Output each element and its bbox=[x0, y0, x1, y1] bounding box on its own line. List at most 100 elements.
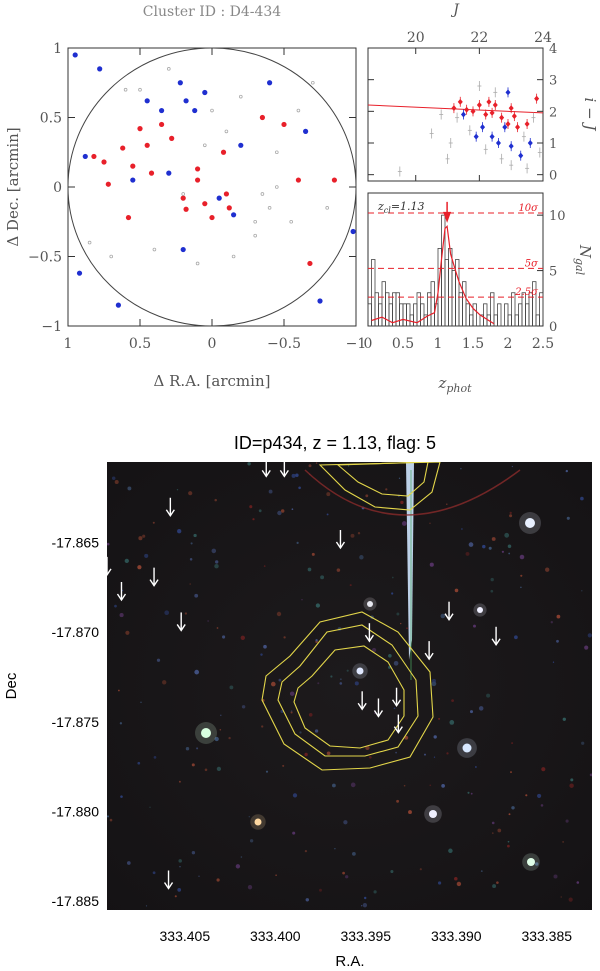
background-source bbox=[258, 509, 262, 513]
image-ylabel: Dec bbox=[3, 672, 20, 699]
background-source bbox=[438, 881, 442, 885]
background-source bbox=[298, 486, 301, 490]
background-source bbox=[241, 705, 246, 709]
background-source bbox=[220, 714, 222, 717]
background-source bbox=[296, 541, 299, 545]
sky-map-xlabel: Δ R.A. [arcmin] bbox=[154, 372, 271, 390]
member-galaxy-arrow bbox=[424, 641, 434, 661]
background-source bbox=[511, 742, 514, 745]
sky-galaxy-point bbox=[82, 153, 88, 160]
background-source bbox=[114, 604, 117, 608]
background-source bbox=[188, 491, 193, 496]
sky-galaxy-point bbox=[310, 80, 315, 85]
cmd-galaxy-point bbox=[483, 109, 489, 120]
background-source bbox=[560, 896, 562, 898]
sky-galaxy-point bbox=[296, 108, 301, 113]
cmd-y-tick-label: 1 bbox=[549, 137, 557, 152]
background-source bbox=[249, 505, 253, 509]
sky-map-frame bbox=[67, 47, 357, 327]
histogram-bar bbox=[374, 292, 379, 327]
background-source bbox=[308, 712, 313, 717]
background-source bbox=[177, 888, 182, 892]
sky-galaxy-point bbox=[223, 191, 229, 197]
background-source bbox=[433, 735, 437, 739]
sky-galaxy-point bbox=[224, 129, 229, 134]
cmd-x-tick-label: 22 bbox=[470, 30, 488, 46]
histogram-bar bbox=[490, 292, 495, 327]
background-source bbox=[214, 498, 217, 502]
background-source bbox=[514, 635, 518, 640]
background-source bbox=[342, 871, 345, 875]
background-source bbox=[118, 689, 120, 692]
background-source bbox=[265, 770, 269, 773]
cmd-y-tick-label: 3 bbox=[549, 74, 557, 89]
cmd-galaxy-point bbox=[509, 160, 514, 171]
histogram-bar bbox=[367, 303, 372, 327]
background-source bbox=[156, 658, 161, 662]
histogram-bar bbox=[462, 281, 467, 327]
sky-galaxy-point bbox=[195, 166, 201, 172]
sky-galaxy-point bbox=[109, 254, 113, 259]
image-y-tick-label: -17.875 bbox=[52, 714, 100, 730]
sky-galaxy-point bbox=[238, 142, 244, 148]
background-source bbox=[354, 681, 359, 686]
member-galaxy-arrow bbox=[261, 462, 271, 478]
background-source bbox=[401, 521, 407, 526]
background-source bbox=[290, 711, 293, 714]
sky-galaxy-point bbox=[159, 121, 165, 128]
sky-galaxy-point bbox=[87, 240, 92, 245]
sky-y-tick-label: −0.5 bbox=[28, 250, 62, 266]
cmd-frame bbox=[367, 47, 544, 182]
cmd-galaxy-point bbox=[499, 153, 504, 164]
background-source bbox=[581, 590, 583, 592]
background-source bbox=[550, 621, 553, 624]
background-source bbox=[490, 589, 494, 593]
background-source bbox=[431, 681, 437, 687]
sky-galaxy-point bbox=[202, 89, 208, 96]
cmd-x-tick-label: 20 bbox=[407, 30, 425, 46]
background-source bbox=[507, 544, 512, 549]
background-source bbox=[290, 710, 293, 712]
background-source bbox=[468, 542, 474, 547]
background-source bbox=[248, 816, 250, 818]
background-source bbox=[140, 701, 142, 704]
background-source bbox=[179, 866, 181, 868]
hist-x-tick-label: 2.5 bbox=[532, 336, 554, 352]
background-source bbox=[304, 849, 308, 853]
cmd-galaxy-point bbox=[492, 100, 498, 110]
background-source bbox=[362, 903, 368, 908]
background-source bbox=[114, 479, 119, 485]
image-background bbox=[107, 462, 592, 910]
cmd-galaxy-point bbox=[473, 131, 479, 142]
member-galaxy-arrow bbox=[116, 581, 127, 602]
cmd-galaxy-point bbox=[457, 96, 463, 107]
sky-x-tick-label: 1 bbox=[64, 336, 73, 352]
background-source bbox=[190, 542, 193, 545]
background-source bbox=[343, 820, 348, 825]
background-source bbox=[152, 871, 156, 875]
sky-galaxy-point bbox=[166, 170, 172, 176]
image-x-tick-label: 333.390 bbox=[431, 928, 482, 944]
background-source bbox=[565, 819, 569, 823]
background-source bbox=[433, 756, 436, 758]
bright-star bbox=[367, 601, 373, 607]
density-curve bbox=[371, 224, 495, 325]
background-source bbox=[460, 528, 463, 530]
member-galaxy-arrow bbox=[373, 698, 384, 718]
background-source bbox=[346, 669, 349, 672]
background-source bbox=[125, 630, 130, 635]
sky-galaxy-point bbox=[209, 214, 215, 221]
background-source bbox=[350, 533, 355, 538]
background-source bbox=[406, 627, 408, 630]
background-source bbox=[315, 462, 318, 464]
background-source bbox=[576, 881, 580, 884]
sky-galaxy-point bbox=[274, 150, 279, 155]
bright-star bbox=[429, 810, 437, 818]
background-source bbox=[339, 682, 343, 685]
sky-galaxy-point bbox=[167, 67, 171, 71]
background-source bbox=[138, 536, 143, 541]
background-source bbox=[216, 878, 220, 882]
aperture-circle bbox=[67, 47, 357, 327]
sky-galaxy-point bbox=[267, 80, 273, 86]
sky-galaxy-point bbox=[317, 298, 323, 304]
